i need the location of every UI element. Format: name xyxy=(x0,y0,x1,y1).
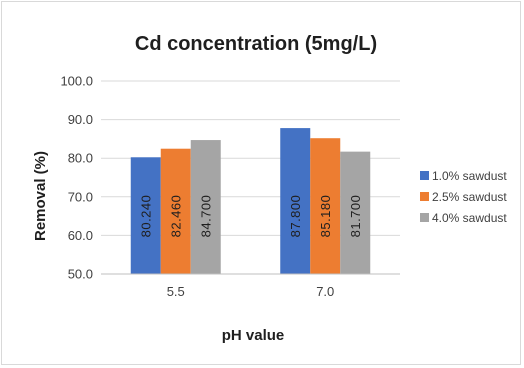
data-label: 87.800 xyxy=(288,195,303,238)
data-label: 81.700 xyxy=(348,195,363,238)
chart-title: Cd concentration (5mg/L) xyxy=(135,33,377,55)
legend-label: 1.0% sawdust xyxy=(432,169,507,183)
legend-swatch xyxy=(420,171,429,180)
bar xyxy=(340,151,371,274)
bar xyxy=(310,138,341,274)
legend-label: 4.0% sawdust xyxy=(432,211,507,225)
y-tick-label: 70.0 xyxy=(68,189,93,204)
legend-label: 2.5% sawdust xyxy=(432,190,507,204)
y-tick-label: 100.0 xyxy=(60,74,93,89)
bars: 80.240 82.460 84.700 87.800 85.180 81.700 xyxy=(130,128,371,274)
x-axis-label: pH value xyxy=(222,327,285,344)
legend-swatch xyxy=(420,192,429,201)
data-label: 80.240 xyxy=(138,195,153,238)
y-tick-label: 60.0 xyxy=(68,228,93,243)
legend-swatch xyxy=(420,213,429,222)
x-tick-label: 5.5 xyxy=(167,284,185,299)
bar xyxy=(280,128,311,274)
y-tick-label: 90.0 xyxy=(68,112,93,127)
y-tick-label: 50.0 xyxy=(68,267,93,282)
y-axis-ticks: 50.0 60.0 70.0 80.0 90.0 100.0 xyxy=(60,74,93,282)
x-tick-label: 7.0 xyxy=(316,284,334,299)
data-label: 82.460 xyxy=(168,195,183,238)
bar xyxy=(130,157,161,274)
data-label: 84.700 xyxy=(198,195,213,238)
y-tick-label: 80.0 xyxy=(68,151,93,166)
y-axis-label: Removal (%) xyxy=(32,151,49,241)
bar xyxy=(190,140,221,274)
bar xyxy=(160,148,191,274)
data-label: 85.180 xyxy=(318,195,333,238)
x-axis-ticks: 5.5 7.0 xyxy=(101,273,400,299)
legend: 1.0% sawdust 2.5% sawdust 4.0% sawdust xyxy=(420,169,507,225)
